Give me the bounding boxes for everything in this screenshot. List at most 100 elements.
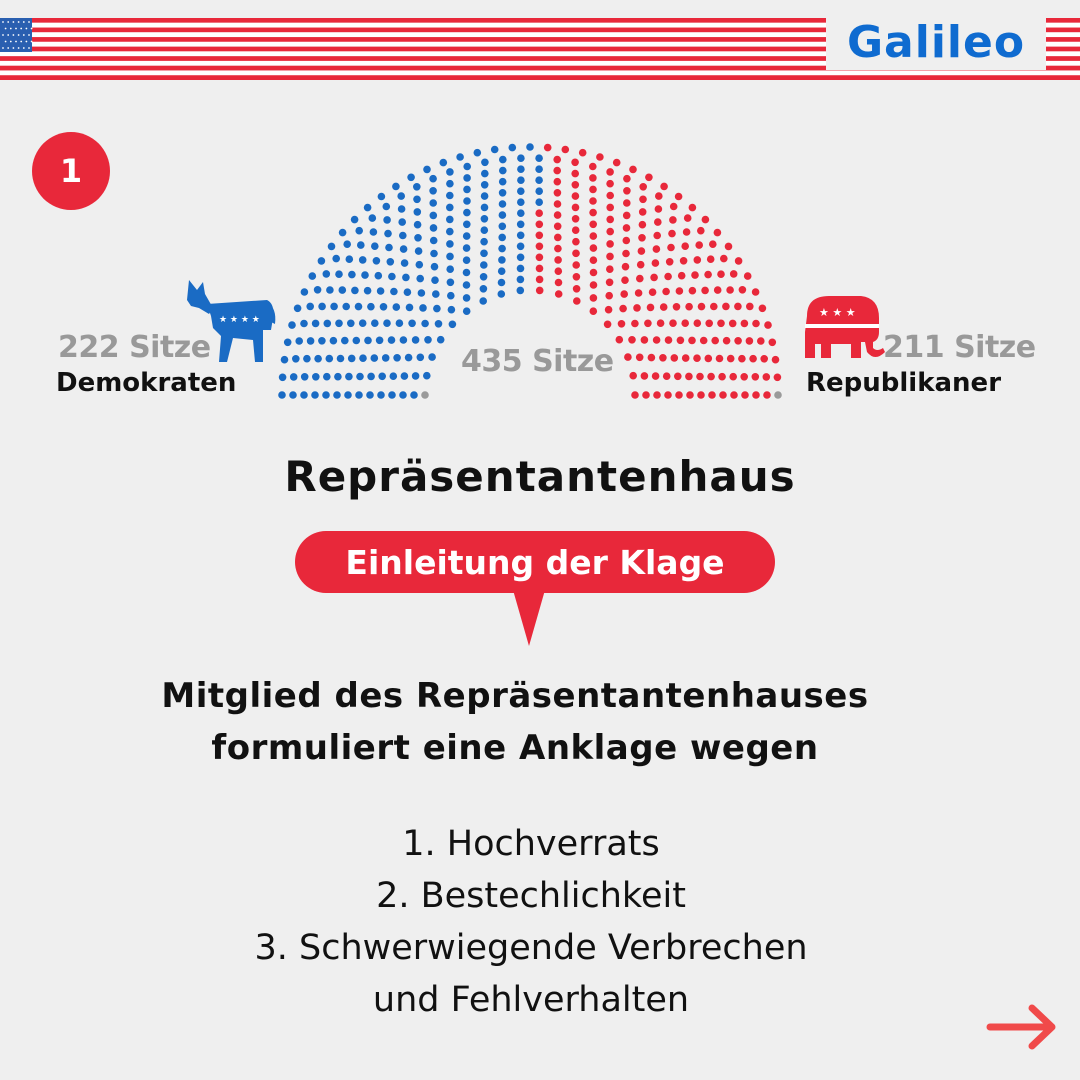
seat-democrat <box>398 218 407 226</box>
seat-republican <box>589 307 598 316</box>
charge-item: und Fehlverhalten <box>372 980 690 1020</box>
seat-republican <box>669 216 677 224</box>
seat-democrat <box>289 373 298 381</box>
seat-democrat <box>498 222 507 231</box>
seat-republican <box>699 336 708 345</box>
seat-republican <box>724 242 733 251</box>
seat-democrat <box>352 336 361 345</box>
seat-democrat <box>497 278 506 287</box>
seat-republican <box>606 203 614 212</box>
seat-republican <box>645 173 653 182</box>
seat-democrat <box>446 252 454 261</box>
arrow-right-icon[interactable] <box>986 1002 1060 1052</box>
seat-democrat <box>516 231 525 240</box>
seat-republican <box>572 285 581 293</box>
seat-republican <box>708 391 716 399</box>
seat-republican <box>606 191 614 200</box>
seat-vacant <box>774 391 782 399</box>
seat-democrat <box>278 373 287 382</box>
seat-republican <box>561 145 570 154</box>
seat-democrat <box>293 304 302 313</box>
seat-republican <box>720 254 728 263</box>
seat-democrat <box>372 257 381 265</box>
seat-democrat <box>399 231 407 240</box>
seat-democrat <box>447 291 455 300</box>
seat-republican <box>606 227 614 236</box>
seat-democrat <box>314 354 322 363</box>
seat-democrat <box>462 268 471 277</box>
seat-democrat <box>429 211 438 220</box>
seat-democrat <box>407 173 415 182</box>
seat-democrat <box>334 372 342 381</box>
flag-star <box>2 21 4 23</box>
seat-democrat <box>480 249 488 258</box>
seat-democrat <box>446 179 454 188</box>
flag-star <box>12 47 15 49</box>
seat-democrat <box>498 256 506 264</box>
flag-star <box>4 40 7 43</box>
seat-democrat <box>278 391 286 399</box>
seat-democrat <box>306 302 315 311</box>
flag-star <box>17 21 20 23</box>
seat-republican <box>589 268 598 277</box>
seat-democrat <box>463 185 471 194</box>
flag-star <box>7 34 10 36</box>
seat-democrat <box>370 354 379 362</box>
seat-democrat <box>399 245 408 253</box>
speech-pointer <box>513 590 545 646</box>
seat-democrat <box>517 176 525 184</box>
seat-democrat <box>498 177 507 186</box>
page-title: Repräsentantenhaus <box>284 452 796 501</box>
description: Mitglied des Repräsentantenhauses formul… <box>0 670 1030 774</box>
seat-republican <box>652 336 661 344</box>
seat-republican <box>589 185 597 194</box>
seat-republican <box>640 372 649 380</box>
seat-republican <box>543 143 552 152</box>
seat-democrat <box>326 286 334 294</box>
seat-republican <box>589 197 597 205</box>
seat-republican <box>571 203 580 212</box>
seat-republican <box>647 353 656 362</box>
flag-star <box>17 47 20 49</box>
seat-democrat <box>384 229 392 238</box>
seat-democrat <box>395 319 404 328</box>
seat-democrat <box>516 286 525 295</box>
svg-text:★ ★ ★: ★ ★ ★ <box>819 306 856 319</box>
seat-democrat <box>517 187 525 195</box>
seat-democrat <box>347 354 356 363</box>
seat-republican <box>619 304 627 313</box>
seat-republican <box>664 391 672 399</box>
seat-republican <box>622 211 631 220</box>
seat-democrat <box>429 187 437 195</box>
seat-democrat <box>463 220 471 229</box>
flag-star <box>20 27 23 30</box>
seat-republican <box>688 286 697 295</box>
seat-republican <box>726 354 735 363</box>
seat-republican <box>701 215 710 224</box>
seat-republican <box>660 182 668 191</box>
seat-democrat <box>480 192 489 200</box>
flag-star <box>2 47 4 49</box>
seat-republican <box>734 337 742 345</box>
flag-star <box>22 21 25 23</box>
seat-republican <box>606 168 614 176</box>
seat-democrat <box>392 303 401 311</box>
seat-republican <box>589 256 598 265</box>
seat-democrat <box>516 242 525 251</box>
seat-republican <box>674 192 683 201</box>
seat-republican <box>571 215 580 223</box>
seat-democrat <box>416 353 425 362</box>
seat-republican <box>589 294 598 302</box>
seat-republican <box>617 320 626 328</box>
seat-democrat <box>498 233 507 242</box>
flag-stripe <box>0 56 1080 61</box>
seat-republican <box>718 372 726 381</box>
seat-democrat <box>351 286 359 295</box>
seat-republican <box>758 304 767 313</box>
seat-republican <box>738 354 746 363</box>
seat-republican <box>639 195 647 204</box>
seat-republican <box>553 189 562 197</box>
seat-democrat <box>430 249 438 258</box>
seat-democrat <box>327 242 336 251</box>
seat-republican <box>704 270 712 279</box>
